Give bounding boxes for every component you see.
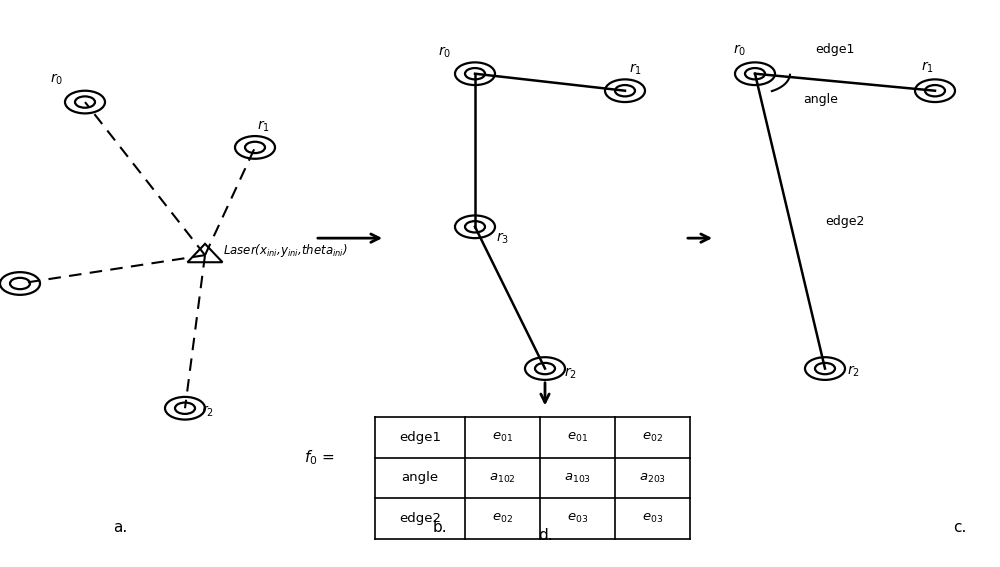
Text: $r_2$: $r_2$ bbox=[564, 365, 576, 381]
Text: angle: angle bbox=[401, 472, 439, 484]
Text: $r_1$: $r_1$ bbox=[921, 59, 933, 75]
Text: a.: a. bbox=[113, 520, 127, 535]
Text: Laser($x_\mathit{ini}$,$y_\mathit{ini}$,$\mathit{theta}_\mathit{ini}$): Laser($x_\mathit{ini}$,$y_\mathit{ini}$,… bbox=[223, 242, 348, 259]
Text: $e_{01}$: $e_{01}$ bbox=[492, 430, 513, 444]
Text: $r_0$: $r_0$ bbox=[733, 42, 747, 58]
Text: edge1: edge1 bbox=[399, 431, 441, 443]
Text: $r_2$: $r_2$ bbox=[847, 363, 859, 379]
Text: $e_{03}$: $e_{03}$ bbox=[567, 512, 588, 526]
Text: angle: angle bbox=[803, 93, 838, 105]
Text: edge2: edge2 bbox=[825, 215, 864, 227]
Text: $a_{103}$: $a_{103}$ bbox=[564, 471, 591, 485]
Text: $e_{03}$: $e_{03}$ bbox=[642, 512, 663, 526]
Text: $r_0$: $r_0$ bbox=[438, 44, 452, 60]
Text: $e_{02}$: $e_{02}$ bbox=[642, 430, 663, 444]
Text: edge1: edge1 bbox=[815, 44, 855, 56]
Text: $r_1$: $r_1$ bbox=[629, 61, 641, 77]
Text: $r_3$: $r_3$ bbox=[496, 230, 510, 246]
Text: c.: c. bbox=[953, 520, 967, 535]
Text: b.: b. bbox=[433, 520, 447, 535]
Text: $f_0$ =: $f_0$ = bbox=[304, 448, 335, 467]
Text: d.: d. bbox=[538, 528, 552, 543]
Text: $r_2$: $r_2$ bbox=[201, 403, 213, 419]
Text: edge2: edge2 bbox=[399, 513, 441, 525]
Text: $r_1$: $r_1$ bbox=[257, 118, 269, 134]
Text: $e_{01}$: $e_{01}$ bbox=[567, 430, 588, 444]
Text: $r_0$: $r_0$ bbox=[50, 71, 64, 87]
Text: $a_{102}$: $a_{102}$ bbox=[489, 471, 516, 485]
Text: $e_{02}$: $e_{02}$ bbox=[492, 512, 513, 526]
Text: $a_{203}$: $a_{203}$ bbox=[639, 471, 666, 485]
